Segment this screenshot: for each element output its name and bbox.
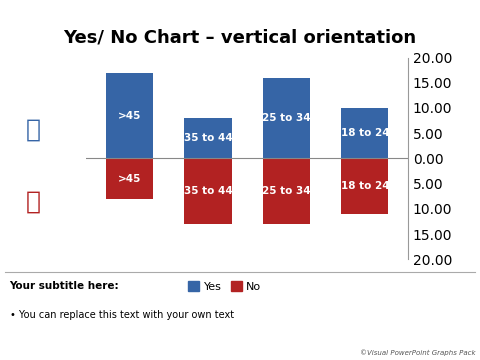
Text: ©Visual PowerPoint Graphs Pack: ©Visual PowerPoint Graphs Pack (360, 350, 475, 356)
Bar (106, 158, 153, 199)
Text: Your subtitle here:: Your subtitle here: (10, 281, 119, 291)
Text: 👎: 👎 (26, 190, 41, 213)
Bar (184, 118, 231, 158)
Bar (184, 158, 231, 224)
Text: 👍: 👍 (26, 118, 41, 141)
Text: 35 to 44: 35 to 44 (184, 133, 232, 143)
Bar (106, 73, 153, 158)
Text: 18 to 24: 18 to 24 (340, 128, 389, 138)
Text: >45: >45 (118, 174, 141, 184)
Text: 25 to 34: 25 to 34 (262, 186, 311, 196)
Bar (341, 108, 388, 158)
Bar (263, 158, 310, 224)
Bar (341, 158, 388, 214)
Text: 18 to 24: 18 to 24 (340, 181, 389, 191)
Bar (263, 78, 310, 158)
Text: 25 to 34: 25 to 34 (262, 113, 311, 123)
Text: >45: >45 (118, 111, 141, 121)
Text: • You can replace this text with your own text: • You can replace this text with your ow… (10, 310, 234, 320)
Text: 35 to 44: 35 to 44 (184, 186, 232, 196)
Legend: Yes, No: Yes, No (184, 277, 265, 296)
Text: Yes/ No Chart – vertical orientation: Yes/ No Chart – vertical orientation (63, 29, 417, 47)
